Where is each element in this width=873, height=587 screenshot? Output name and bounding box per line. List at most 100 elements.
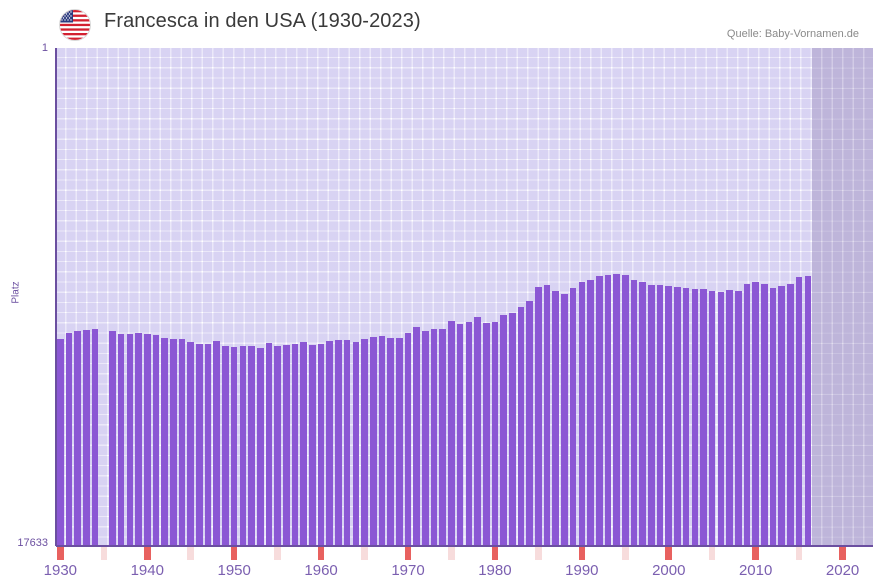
bar	[135, 333, 142, 545]
bar	[743, 284, 751, 545]
bar	[387, 338, 394, 545]
bar	[569, 288, 577, 545]
bar	[630, 280, 638, 545]
x-axis-tick-1950	[230, 547, 238, 560]
bar	[109, 331, 116, 545]
bar	[413, 327, 420, 545]
bar	[456, 324, 464, 545]
x-axis-tick-1975	[448, 547, 455, 560]
bar	[117, 334, 125, 545]
x-axis-tick-1945	[187, 547, 194, 560]
bar	[430, 329, 438, 545]
bar	[700, 289, 707, 545]
bar	[509, 313, 516, 545]
bar	[734, 291, 742, 545]
bar	[204, 344, 212, 545]
bar	[230, 347, 238, 545]
bar	[769, 288, 777, 545]
bar	[326, 341, 334, 545]
bar	[795, 277, 803, 545]
bar	[256, 348, 264, 545]
bar	[543, 285, 551, 545]
bar	[708, 291, 716, 545]
bar	[587, 280, 594, 545]
bar	[83, 330, 90, 545]
y-axis-top-tick-label: 1	[41, 42, 48, 54]
bar	[752, 282, 759, 545]
y-axis-title: Platz	[10, 281, 22, 304]
x-axis-tick-1990	[578, 547, 586, 560]
bar	[604, 275, 612, 545]
x-axis-tick-2005	[708, 547, 716, 560]
bar	[448, 321, 455, 545]
x-axis-line	[56, 545, 873, 547]
x-axis-label-1950: 1950	[217, 562, 251, 579]
bar	[291, 344, 299, 545]
x-axis-tick-2015	[795, 547, 803, 560]
bar	[352, 342, 360, 545]
x-axis-tick-strip	[56, 547, 873, 560]
bar	[621, 275, 629, 545]
bar	[152, 335, 160, 545]
x-axis-label-2020: 2020	[825, 562, 860, 579]
bar	[196, 344, 203, 545]
x-axis-tick-1980	[491, 547, 499, 560]
bar	[648, 285, 655, 545]
bar	[804, 276, 812, 545]
bar	[474, 317, 481, 545]
bar	[187, 342, 194, 545]
chart-plot-area	[56, 48, 873, 545]
x-axis-tick-1935	[100, 547, 108, 560]
bar	[535, 287, 542, 545]
bar	[595, 276, 603, 545]
y-axis-line	[55, 48, 57, 546]
bar	[248, 346, 255, 545]
chart-header: Francesca in den USA (1930-2023) Quelle:…	[0, 0, 873, 48]
x-axis-tick-1960	[317, 547, 325, 560]
bar	[778, 286, 786, 545]
x-axis-tick-1985	[535, 547, 542, 560]
bar	[74, 331, 82, 545]
bar	[222, 346, 229, 545]
bar	[613, 274, 620, 545]
bar	[369, 337, 377, 545]
bar	[682, 288, 690, 545]
bar	[439, 329, 447, 545]
bar	[300, 342, 307, 545]
bar	[561, 294, 568, 545]
bar	[656, 285, 664, 545]
bar	[787, 284, 794, 545]
x-axis-tick-1995	[621, 547, 629, 560]
y-axis-bottom-tick-label: 17633	[17, 537, 48, 549]
x-axis-label-1960: 1960	[304, 562, 338, 579]
x-axis-tick-1955	[274, 547, 281, 560]
bar	[170, 339, 177, 545]
bar	[552, 291, 560, 545]
bar	[674, 287, 681, 545]
bar	[482, 323, 490, 545]
bar	[239, 346, 247, 545]
bar	[404, 333, 412, 545]
x-axis-label-1970: 1970	[391, 562, 425, 579]
x-axis-tick-1940	[143, 547, 151, 560]
bar	[491, 322, 499, 545]
x-axis-label-1990: 1990	[565, 562, 599, 579]
usa-flag-icon	[59, 9, 91, 41]
bar	[578, 282, 586, 545]
x-axis-tick-1970	[404, 547, 412, 560]
bar	[361, 339, 368, 545]
bar	[726, 290, 733, 545]
x-axis-label-1980: 1980	[478, 562, 512, 579]
bar	[335, 340, 342, 545]
bar	[526, 301, 533, 545]
bar	[91, 329, 99, 545]
source-attribution: Quelle: Baby-Vornamen.de	[726, 28, 859, 40]
bar	[309, 345, 316, 545]
bar	[126, 334, 134, 545]
bar	[178, 339, 186, 545]
bar	[161, 338, 168, 545]
no-data-shaded-region	[812, 48, 873, 545]
bar	[717, 292, 725, 545]
x-axis-tick-2000	[665, 547, 673, 560]
bar	[274, 346, 281, 545]
